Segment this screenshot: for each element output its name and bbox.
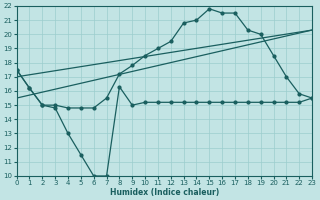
X-axis label: Humidex (Indice chaleur): Humidex (Indice chaleur): [110, 188, 219, 197]
